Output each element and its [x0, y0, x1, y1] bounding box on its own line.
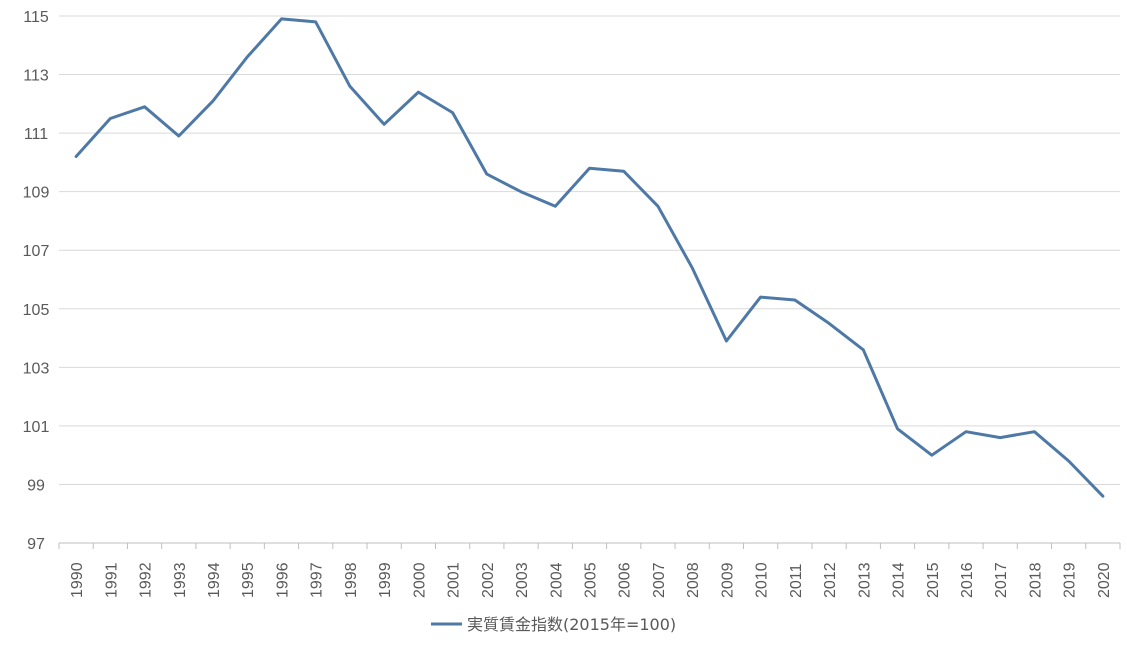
y-axis: 97 99 101 103 105 107 109 111 113 115 [23, 9, 50, 553]
gridlines [59, 15, 1120, 485]
series-line [74, 17, 1105, 498]
x-tick-label: 2007 [651, 562, 668, 598]
x-tick-label: 2002 [480, 562, 497, 598]
y-tick-label: 101 [23, 419, 50, 436]
x-tick-label: 2001 [446, 562, 463, 598]
x-tick-label: 1996 [274, 562, 291, 598]
legend: 実質賃金指数(2015年=100) [431, 615, 676, 634]
y-tick-label: 99 [27, 477, 45, 494]
x-tick-label: 2012 [822, 562, 839, 598]
x-tick-label: 1994 [206, 562, 223, 598]
x-tick-label: 1999 [377, 562, 394, 598]
x-tick-label: 2009 [719, 562, 736, 598]
x-tick-label: 2010 [754, 562, 771, 598]
x-tick-label: 1995 [240, 562, 257, 598]
x-tick-label: 2004 [548, 562, 565, 598]
x-tick-label: 2019 [1062, 562, 1079, 598]
x-tick-label: 2018 [1027, 562, 1044, 598]
x-tick-label: 2006 [617, 562, 634, 598]
y-tick-label: 97 [27, 536, 45, 553]
x-axis [58, 542, 1121, 549]
x-tick-label: 2011 [788, 563, 805, 598]
y-tick-label: 115 [23, 9, 49, 26]
x-tick-label: 1993 [172, 562, 189, 598]
y-tick-label: 105 [23, 302, 50, 319]
x-tick-label: 1991 [103, 562, 120, 598]
x-tick-label: 2015 [925, 562, 942, 598]
legend-label: 実質賃金指数(2015年=100) [467, 615, 676, 634]
x-tick-label: 1992 [138, 562, 155, 598]
y-tick-label: 111 [24, 126, 48, 143]
y-tick-label: 109 [23, 185, 50, 202]
x-tick-label: 2003 [514, 562, 531, 598]
x-tick-label: 1990 [69, 562, 86, 598]
x-tick-label: 1998 [343, 562, 360, 598]
series-lines [74, 17, 1105, 498]
x-tick-label: 2014 [891, 562, 908, 598]
x-tick-label: 2020 [1096, 562, 1113, 598]
x-tick-label: 2013 [856, 562, 873, 598]
x-tick-label: 1997 [309, 562, 326, 598]
y-tick-label: 113 [23, 68, 49, 85]
x-tick-label: 2005 [583, 562, 600, 598]
x-tick-label: 2000 [411, 562, 428, 598]
x-tick-labels: 1990 1991 1992 1993 1994 1995 1996 1997 1998 1999… [69, 562, 1113, 598]
x-tick-label: 2008 [685, 562, 702, 598]
y-tick-label: 107 [23, 243, 50, 260]
x-tick-label: 2016 [959, 562, 976, 598]
x-tick-label: 2017 [993, 562, 1010, 598]
y-tick-label: 103 [23, 360, 50, 377]
